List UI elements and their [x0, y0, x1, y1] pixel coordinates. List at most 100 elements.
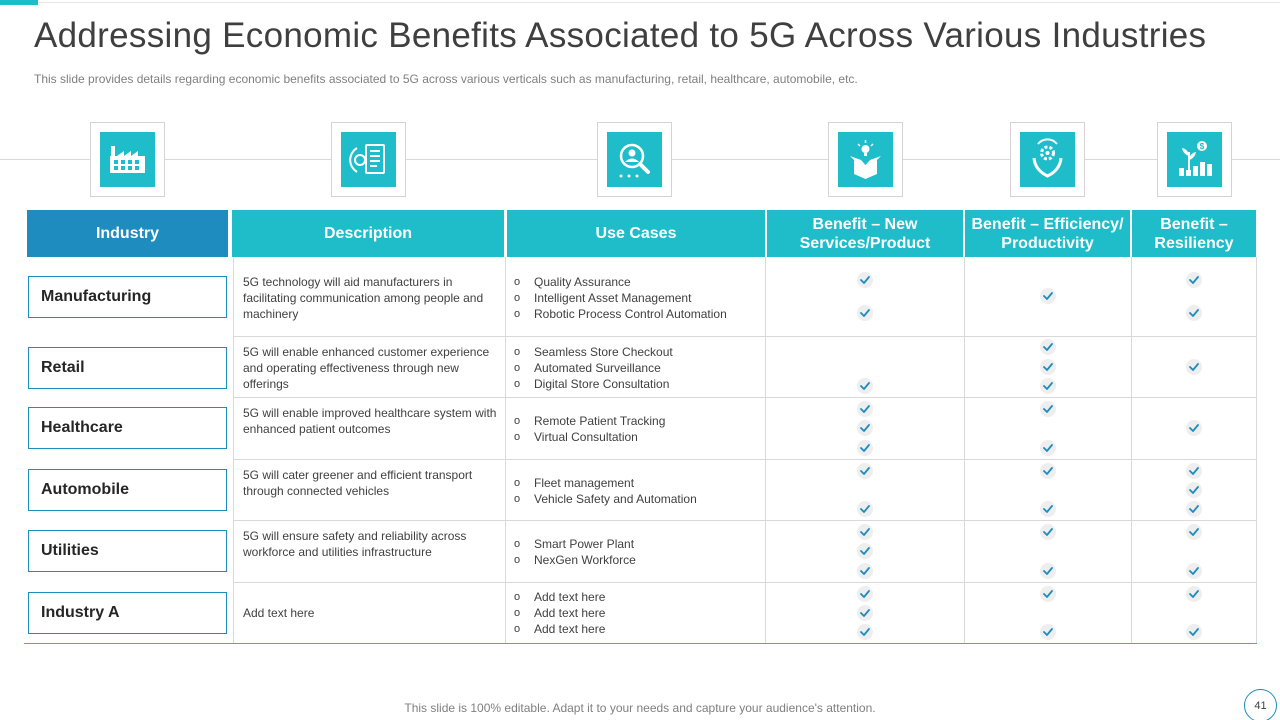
check-icon [857, 420, 873, 436]
check-icon [857, 501, 873, 517]
check-icon [1040, 339, 1056, 355]
factory-icon-box [90, 122, 165, 197]
use-cases-cell: o Seamless Store Checkout o Automated Surv… [514, 344, 762, 392]
grid-line [765, 257, 766, 643]
check-icon [1186, 463, 1202, 479]
use-case-item: o Automated Surveillance [514, 361, 661, 375]
grid-line [233, 397, 1257, 398]
money-growth-icon: $ [1179, 141, 1212, 176]
industry-label-automobile: Automobile [28, 469, 227, 511]
check-icon [1186, 524, 1202, 540]
use-case-item: o Fleet management [514, 476, 635, 490]
check-icon [857, 624, 873, 640]
check-icon [1040, 624, 1056, 640]
use-case-item: o Smart Power Plant [514, 537, 635, 551]
check-icon [1186, 359, 1202, 375]
description-cell: 5G will cater greener and efficient tran… [243, 468, 473, 498]
use-cases-cell: o Fleet management o Vehicle Safety and Au… [514, 475, 762, 507]
use-cases-cell: o Smart Power Plant o NexGen Workforce [514, 536, 762, 568]
svg-text:$: $ [1200, 142, 1205, 151]
page-number: 41 [1244, 689, 1277, 720]
industry-label-manufacturing: Manufacturing [28, 276, 227, 318]
accent-bar [0, 0, 38, 5]
use-case-item: o Add text here [514, 590, 606, 604]
box-icon-box [828, 122, 903, 197]
use-case-item: o Virtual Consultation [514, 430, 638, 444]
header-industry: Industry [27, 210, 228, 257]
use-case-item: o Add text here [514, 606, 606, 620]
check-icon [1040, 401, 1056, 417]
hands-gear-icon [1032, 138, 1063, 178]
check-icon [1186, 305, 1202, 321]
check-icon [1186, 420, 1202, 436]
check-icon [857, 440, 873, 456]
check-icon [857, 272, 873, 288]
grid-line [1256, 257, 1257, 643]
check-icon [1186, 501, 1202, 517]
check-icon [1186, 586, 1202, 602]
description-cell: 5G will enable enhanced customer experie… [243, 345, 490, 391]
check-icon [857, 401, 873, 417]
check-icon [1040, 463, 1056, 479]
use-case-item: o Vehicle Safety and Automation [514, 492, 697, 506]
check-icon [1040, 563, 1056, 579]
grid-line [233, 336, 1257, 337]
slide-title: Addressing Economic Benefits Associated … [34, 16, 1207, 55]
description-cell: Add text here [243, 606, 315, 620]
use-case-item: o Quality Assurance [514, 275, 631, 289]
check-icon [1186, 624, 1202, 640]
search-icon-box [597, 122, 672, 197]
grid-line [1131, 257, 1132, 643]
grid-line [233, 520, 1257, 521]
use-case-item: o NexGen Workforce [514, 553, 636, 567]
grid-line [233, 459, 1257, 460]
open-box-idea-icon [850, 140, 881, 179]
description-cell: 5G technology will aid manufacturers in … [243, 275, 484, 321]
check-icon [857, 524, 873, 540]
use-case-item: o Intelligent Asset Management [514, 291, 692, 305]
check-icon [1040, 378, 1056, 394]
use-case-item: o Seamless Store Checkout [514, 345, 673, 359]
check-icon [1040, 524, 1056, 540]
check-icon [857, 605, 873, 621]
slide-subtitle: This slide provides details regarding ec… [34, 72, 858, 86]
use-case-item: o Add text here [514, 622, 606, 636]
use-cases-cell: o Add text here o Add text here o Add text … [514, 589, 762, 637]
digital-document-icon [349, 144, 385, 174]
check-icon [1040, 501, 1056, 517]
use-cases-cell: o Quality Assurance o Intelligent Asset Ma… [514, 274, 762, 322]
check-icon [1186, 482, 1202, 498]
factory-icon [110, 146, 145, 173]
check-icon [857, 378, 873, 394]
use-case-item: o Robotic Process Control Automation [514, 307, 727, 321]
header-description: Description [232, 210, 504, 257]
use-cases-cell: o Remote Patient Tracking o Virtual Consul… [514, 413, 762, 445]
slide-footer: This slide is 100% editable. Adapt it to… [404, 701, 876, 715]
check-icon [1040, 440, 1056, 456]
grid-line [505, 257, 506, 643]
description-cell: 5G will enable improved healthcare syste… [243, 406, 497, 436]
description-cell: 5G will ensure safety and reliability ac… [243, 529, 467, 559]
check-icon [857, 305, 873, 321]
money-icon-box: $ [1157, 122, 1232, 197]
use-case-item: o Remote Patient Tracking [514, 414, 666, 428]
check-icon [857, 463, 873, 479]
grid-line [964, 257, 965, 643]
industry-label-industry-a: Industry A [28, 592, 227, 634]
document-icon-box [331, 122, 406, 197]
header-benefit-efficiency: Benefit – Efficiency/ Productivity [965, 210, 1130, 257]
grid-line [233, 582, 1257, 583]
header-benefit-resiliency: Benefit – Resiliency [1132, 210, 1256, 257]
check-icon [857, 586, 873, 602]
header-use-cases: Use Cases [507, 210, 765, 257]
grid-line [233, 257, 234, 643]
check-icon [1040, 288, 1056, 304]
check-icon [1186, 563, 1202, 579]
table-bottom-rule [24, 643, 1257, 644]
industry-label-retail: Retail [28, 347, 227, 389]
industry-label-utilities: Utilities [28, 530, 227, 572]
check-icon [857, 563, 873, 579]
top-rule [38, 2, 1280, 3]
check-icon [1040, 359, 1056, 375]
use-case-item: o Digital Store Consultation [514, 377, 670, 391]
